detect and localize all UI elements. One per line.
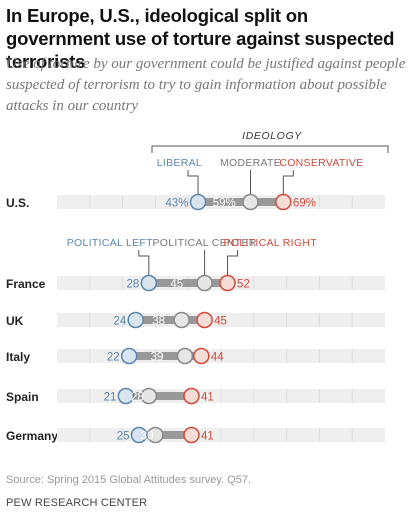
legend-connector-right: [227, 250, 239, 276]
row-label-uk: UK: [6, 314, 24, 328]
range-bar-uk: [135, 316, 205, 324]
value-right-u-s: 69%: [293, 198, 316, 210]
value-right-spain: 41: [201, 392, 214, 404]
source-note: Source: Spring 2015 Global Attitudes sur…: [6, 474, 251, 486]
value-left-germany: 25: [117, 431, 130, 443]
chart-subtitle: Use of torture by our government could b…: [6, 56, 406, 114]
dot-right-uk: [196, 311, 213, 329]
value-center-spain: 28: [131, 392, 144, 404]
dot-left-italy: [120, 347, 138, 365]
value-left-uk: 24: [113, 316, 126, 328]
dot-right-france: [219, 274, 236, 292]
ideology-heading: IDEOLOGY: [242, 130, 302, 142]
organization-credit: PEW RESEARCH CENTER: [6, 497, 148, 509]
legend-label-political-right: POLITICAL RIGHT: [224, 237, 318, 249]
legend-label-political-left: POLITICAL LEFT: [67, 237, 153, 249]
value-left-france: 28: [127, 279, 140, 291]
legend-connector-left: [187, 170, 199, 195]
value-center-germany: 30: [141, 431, 154, 443]
dot-center-france: [196, 274, 213, 292]
range-bar-spain: [125, 392, 192, 400]
legend-label-moderate: MODERATE: [220, 157, 281, 169]
dot-left-germany: [130, 426, 148, 444]
row-label-u-s: U.S.: [6, 196, 29, 210]
value-right-uk: 45: [214, 316, 227, 328]
row-label-italy: Italy: [6, 350, 30, 364]
legend-connector-left: [138, 250, 150, 276]
value-left-spain: 21: [104, 392, 117, 404]
legend-connector-right: [282, 170, 294, 195]
value-right-germany: 41: [201, 431, 214, 443]
legend-label-conservative: CONSERVATIVE: [279, 157, 363, 169]
ideology-bracket: [151, 145, 389, 153]
row-label-france: France: [6, 277, 46, 291]
value-left-italy: 22: [107, 352, 120, 364]
dot-left-france: [140, 274, 158, 292]
value-center-uk: 38: [152, 316, 165, 328]
dot-center-uk: [173, 311, 190, 329]
legend-label-liberal: LIBERAL: [157, 157, 202, 169]
value-right-france: 52: [237, 279, 250, 291]
dot-center-spain: [140, 387, 158, 405]
row-label-germany: Germany: [6, 429, 58, 443]
legend-label-political-center: POLITICAL CENTER: [153, 237, 257, 249]
dot-right-italy: [193, 347, 210, 365]
dot-right-u-s: [275, 193, 292, 211]
dot-center-germany: [147, 426, 164, 444]
value-center-france: 45: [170, 279, 183, 291]
chart-title: In Europe, U.S., ideological split on go…: [6, 5, 395, 72]
dot-right-spain: [183, 387, 200, 405]
value-left-u-s: 43%: [166, 198, 189, 210]
value-center-u-s: 59%: [213, 198, 236, 210]
range-bar-u-s: [198, 198, 284, 206]
dot-left-spain: [117, 387, 135, 405]
dot-left-uk: [127, 311, 144, 329]
value-right-italy: 44: [211, 352, 224, 364]
dot-left-u-s: [189, 193, 207, 211]
range-bar-germany: [139, 431, 192, 439]
dot-center-u-s: [242, 193, 259, 211]
range-bar-france: [148, 279, 228, 287]
value-center-italy: 39: [151, 352, 164, 364]
range-bar-italy: [129, 352, 202, 360]
dot-right-germany: [183, 426, 200, 444]
row-label-spain: Spain: [6, 390, 39, 404]
dot-center-italy: [176, 347, 194, 365]
